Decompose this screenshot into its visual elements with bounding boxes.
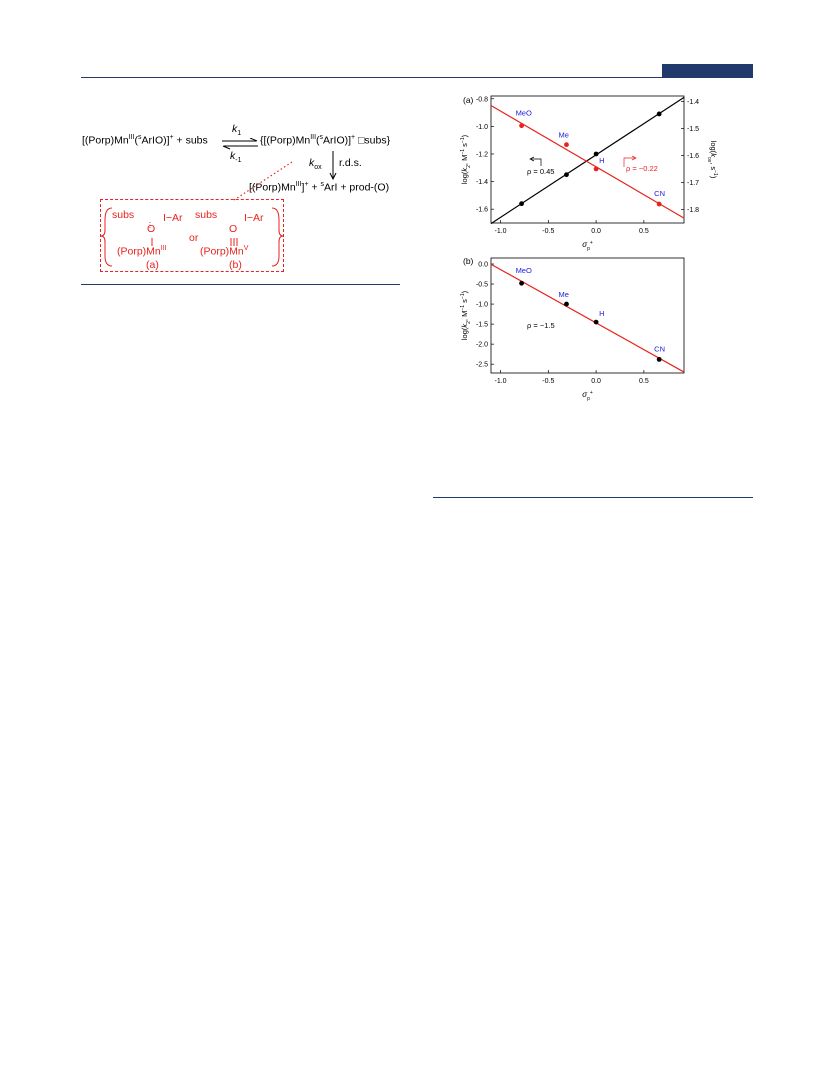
rate-constant-k1: k1 <box>232 123 242 138</box>
y-tick-label: -1.0 <box>476 124 488 131</box>
data-point <box>519 123 524 129</box>
intermediate-a-oxygen: O <box>147 223 156 235</box>
rho-annotation-red: ρ = −0.22 <box>626 164 658 173</box>
scheme-complex: {[(Porp)MnIII(sArIO)]+ □subs} <box>260 134 391 147</box>
y2-tick-label: -1.8 <box>687 207 699 214</box>
rho-annotation: ρ = −1.5 <box>527 321 555 330</box>
intermediate-b-oxygen: O <box>229 223 238 235</box>
data-point <box>519 280 524 286</box>
rho-arrow-black <box>531 158 542 166</box>
panel-label-1: (a) <box>463 95 474 105</box>
rho-arrowhead-red <box>631 155 637 161</box>
plot-frame-1 <box>490 95 685 224</box>
intermediate-b-subs: subs <box>195 209 218 221</box>
x-axis-label: σp+ <box>582 240 593 252</box>
data-point <box>593 319 599 325</box>
x-tick-label: -1.0 <box>495 228 507 235</box>
data-point <box>564 172 569 178</box>
y-axis-label: log(k2, M−1 s−1) <box>460 134 472 184</box>
intermediate-b-iodoarene: I−Ar <box>244 212 264 224</box>
data-point <box>593 151 599 157</box>
point-label: H <box>599 309 604 318</box>
y2-tick-label: -1.5 <box>687 126 699 133</box>
data-point <box>519 201 524 207</box>
scheme-bottom-rule <box>81 284 400 285</box>
intermediate-b-label: (b) <box>229 259 242 271</box>
y2-tick-label: -1.4 <box>687 99 699 106</box>
point-label: Me <box>558 290 568 299</box>
point-label: CN <box>654 189 665 198</box>
y2-tick-label: -1.7 <box>687 180 699 187</box>
rho-annotation-black: ρ = 0.45 <box>527 167 554 176</box>
y-tick-label: -1.5 <box>476 322 488 329</box>
data-point <box>564 142 569 148</box>
y-tick-label: -1.4 <box>476 179 488 186</box>
point-label: MeO <box>516 109 532 118</box>
data-point <box>564 301 569 307</box>
data-point <box>656 356 662 362</box>
plot-frame-2 <box>490 257 685 374</box>
intermediate-or: or <box>189 232 199 244</box>
y-tick-label: -0.8 <box>476 96 488 103</box>
x-axis-label: σp+ <box>582 390 593 402</box>
y-tick-label: -2.0 <box>476 342 488 349</box>
fit-line-1-2 <box>490 105 685 219</box>
rate-constant-k-minus-1: k-1 <box>230 150 242 165</box>
fit-line-2-1 <box>490 263 685 373</box>
data-point <box>656 111 662 117</box>
x-tick-label: -1.0 <box>495 378 507 385</box>
y-tick-label: 0.0 <box>478 262 488 269</box>
intermediate-a-metal: (Porp)MnIII <box>117 245 167 258</box>
rate-determining-step-label: r.d.s. <box>339 157 362 169</box>
y-tick-label: -1.2 <box>476 151 488 158</box>
x-tick-label: 0.0 <box>591 378 601 385</box>
data-point <box>593 166 599 172</box>
point-label: H <box>599 156 604 165</box>
intermediate-braces <box>100 207 284 267</box>
x-tick-label: -0.5 <box>542 378 554 385</box>
figure-bottom-rule <box>433 497 753 498</box>
y-tick-label: -2.5 <box>476 362 488 369</box>
y2-axis-label: log(kox, s−1) <box>706 141 718 179</box>
y2-tick-label: -1.6 <box>687 153 699 160</box>
rate-constant-kox: kox <box>309 157 322 172</box>
point-label: Me <box>558 131 568 140</box>
data-point <box>656 201 662 207</box>
hammett-plots: (a) -1.0 -0.5 0.0 0.5 -0.8 -1.0 -1.2 -1.4 -1.6 -1.… <box>460 95 718 402</box>
rho-arrowhead-black <box>529 156 535 162</box>
y-tick-label: -0.5 <box>476 282 488 289</box>
scheme-product: [(Porp)MnIII]+ + sArI + prod-(O) <box>249 181 390 194</box>
x-tick-label: 0.0 <box>591 228 601 235</box>
scheme-reactant: [(Porp)MnIII(sArIO)]+ + subs <box>82 134 208 147</box>
intermediate-a-label: (a) <box>146 259 159 271</box>
point-label: MeO <box>516 266 532 275</box>
intermediate-b-metal: (Porp)MnV <box>200 245 249 258</box>
y-tick-label: -1.0 <box>476 302 488 309</box>
panel-label-2: (b) <box>463 256 474 266</box>
equilibrium-arrows <box>222 138 258 150</box>
y-tick-label: -1.6 <box>476 207 488 214</box>
header-rule <box>81 77 753 78</box>
point-label: CN <box>654 344 665 353</box>
rho-arrow-red <box>623 157 635 167</box>
intermediate-a-subs: subs <box>112 209 135 221</box>
forward-arrow <box>329 151 337 181</box>
y-axis-label: log(k2, M−1 s−1) <box>460 290 472 340</box>
x-tick-label: 0.5 <box>639 378 649 385</box>
header-tab <box>662 64 753 78</box>
intermediate-a-iodoarene: I−Ar <box>163 212 183 224</box>
x-tick-label: -0.5 <box>542 228 554 235</box>
x-tick-label: 0.5 <box>639 228 649 235</box>
intermediate-box <box>100 199 284 272</box>
